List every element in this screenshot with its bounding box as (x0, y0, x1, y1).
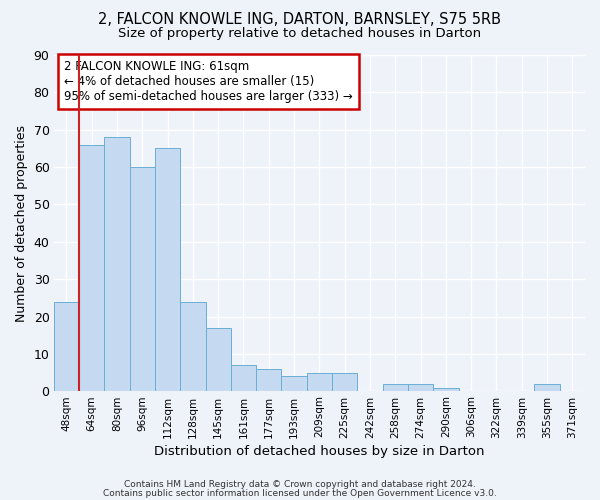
Text: Contains HM Land Registry data © Crown copyright and database right 2024.: Contains HM Land Registry data © Crown c… (124, 480, 476, 489)
Y-axis label: Number of detached properties: Number of detached properties (15, 124, 28, 322)
Bar (433, 388, 458, 392)
Text: Contains public sector information licensed under the Open Government Licence v3: Contains public sector information licen… (103, 488, 497, 498)
Bar (130, 167, 155, 392)
Bar (281, 376, 307, 392)
Bar (231, 365, 256, 392)
Bar (535, 384, 560, 392)
Bar (408, 384, 433, 392)
Bar (180, 302, 206, 392)
X-axis label: Distribution of detached houses by size in Darton: Distribution of detached houses by size … (154, 444, 485, 458)
Text: Size of property relative to detached houses in Darton: Size of property relative to detached ho… (118, 28, 482, 40)
Bar (79, 144, 104, 392)
Bar (54, 302, 79, 392)
Bar (206, 328, 231, 392)
Bar (332, 372, 358, 392)
Bar (104, 137, 130, 392)
Bar (383, 384, 408, 392)
Bar (307, 372, 332, 392)
Text: 2 FALCON KNOWLE ING: 61sqm
← 4% of detached houses are smaller (15)
95% of semi-: 2 FALCON KNOWLE ING: 61sqm ← 4% of detac… (64, 60, 353, 103)
Bar (256, 369, 281, 392)
Text: 2, FALCON KNOWLE ING, DARTON, BARNSLEY, S75 5RB: 2, FALCON KNOWLE ING, DARTON, BARNSLEY, … (98, 12, 502, 28)
Bar (155, 148, 180, 392)
